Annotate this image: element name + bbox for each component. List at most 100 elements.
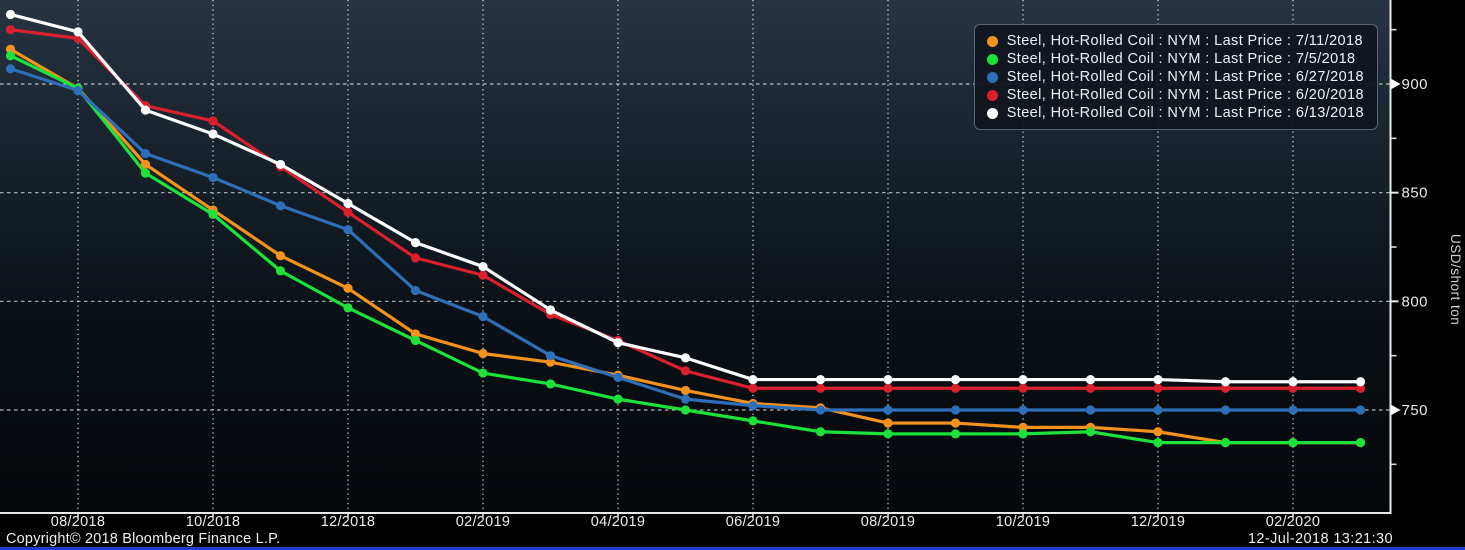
series-marker: [1085, 374, 1096, 385]
legend-item[interactable]: Steel, Hot-Rolled Coil : NYM : Last Pric…: [986, 104, 1364, 122]
series-marker: [545, 351, 556, 361]
series-marker: [208, 116, 218, 126]
series-marker: [748, 374, 758, 385]
series-marker: [343, 198, 353, 209]
series-marker: [748, 401, 758, 411]
series-marker: [1018, 429, 1028, 439]
x-tick-label: 08/2019: [860, 514, 916, 530]
series-marker: [1355, 383, 1366, 393]
x-tick-label: 02/2020: [1265, 514, 1321, 530]
series-marker: [1355, 377, 1366, 387]
series-marker: [1288, 383, 1298, 393]
y-axis-title: USD/short ton: [1448, 234, 1463, 326]
series-marker: [140, 168, 151, 178]
series-marker: [545, 379, 556, 389]
axis-arrow-marker: [1391, 79, 1401, 89]
axis-arrow-marker: [1391, 405, 1401, 415]
series-marker: [73, 27, 83, 37]
series-marker: [343, 225, 353, 235]
series-marker: [140, 148, 151, 159]
series-marker: [950, 418, 961, 428]
series-marker: [478, 368, 488, 378]
series-marker: [815, 427, 826, 437]
series-marker: [883, 418, 893, 428]
series-marker: [410, 329, 421, 339]
status-bar: Copyright© 2018 Bloomberg Finance L.P. 1…: [0, 530, 1465, 547]
copyright-text: Copyright© 2018 Bloomberg Finance L.P.: [6, 530, 281, 547]
series-marker: [343, 303, 353, 313]
series-marker: [1355, 438, 1366, 448]
legend-series-label: Steel, Hot-Rolled Coil : NYM : Last Pric…: [1006, 33, 1363, 49]
series-marker: [1220, 377, 1231, 387]
series-marker: [1220, 438, 1231, 448]
series-marker: [73, 85, 83, 96]
series-marker: [680, 366, 691, 376]
series-marker: [950, 374, 961, 385]
series-marker: [1288, 405, 1298, 415]
series-marker: [410, 253, 421, 263]
series-marker: [545, 357, 556, 367]
series-marker: [208, 209, 218, 219]
series-marker: [5, 64, 16, 74]
series-marker: [815, 374, 826, 385]
y-tick-label: 900: [1402, 76, 1429, 93]
series-marker: [1288, 377, 1298, 387]
series-marker: [613, 338, 623, 348]
series-marker: [275, 251, 286, 261]
x-tick-label: 10/2018: [185, 514, 241, 530]
x-tick-label: 02/2019: [455, 514, 511, 530]
series-marker: [680, 385, 691, 396]
series-marker: [275, 159, 286, 170]
legend-box: Steel, Hot-Rolled Coil : NYM : Last Pric…: [973, 24, 1378, 130]
legend-series-label: Steel, Hot-Rolled Coil : NYM : Last Pric…: [1006, 51, 1356, 67]
legend-item[interactable]: Steel, Hot-Rolled Coil : NYM : Last Pric…: [986, 86, 1364, 104]
x-axis-labels: 08/2018 10/2018 12/2018 02/2019 04/2019 06/20…: [0, 514, 1390, 531]
series-marker: [815, 383, 826, 393]
series-marker: [140, 105, 151, 115]
series-marker: [680, 353, 691, 363]
series-marker: [275, 266, 286, 276]
series-marker: [1153, 405, 1163, 415]
series-marker: [883, 429, 893, 439]
series-marker: [343, 283, 353, 293]
series-marker: [1220, 383, 1231, 393]
legend-series-dot-icon: [986, 53, 998, 65]
legend-series-dot-icon: [986, 71, 998, 83]
series-marker: [950, 383, 961, 393]
series-marker: [680, 405, 691, 415]
series-marker: [1018, 374, 1028, 385]
series-marker: [410, 285, 421, 296]
legend-item[interactable]: Steel, Hot-Rolled Coil : NYM : Last Pric…: [986, 50, 1364, 68]
series-marker: [1355, 405, 1366, 415]
series-marker: [478, 348, 488, 359]
legend-series-label: Steel, Hot-Rolled Coil : NYM : Last Pric…: [1006, 87, 1364, 103]
bottom-edge-strip: [0, 547, 1465, 550]
legend-series-dot-icon: [986, 107, 998, 119]
series-marker: [883, 383, 893, 393]
y-tick-label: 800: [1402, 293, 1429, 310]
series-marker: [5, 9, 16, 20]
series-marker: [883, 374, 893, 385]
series-marker: [1153, 438, 1163, 448]
x-tick-label: 10/2019: [995, 514, 1051, 530]
series-marker: [950, 429, 961, 439]
series-marker: [613, 372, 623, 382]
legend-item[interactable]: Steel, Hot-Rolled Coil : NYM : Last Pric…: [986, 68, 1364, 86]
series-marker: [748, 383, 758, 393]
series-marker: [5, 51, 16, 61]
series-marker: [1085, 427, 1096, 437]
series-marker: [1288, 438, 1298, 448]
legend-series-label: Steel, Hot-Rolled Coil : NYM : Last Pric…: [1006, 105, 1364, 121]
series-marker: [410, 238, 421, 248]
x-tick-label: 12/2019: [1130, 514, 1186, 530]
series-marker: [1153, 374, 1163, 385]
series-marker: [5, 25, 16, 35]
series-marker: [748, 416, 758, 426]
series-marker: [1085, 383, 1096, 393]
series-marker: [1153, 427, 1163, 437]
legend-item[interactable]: Steel, Hot-Rolled Coil : NYM : Last Pric…: [986, 32, 1364, 50]
series-marker: [1018, 383, 1028, 393]
x-tick-label: 08/2018: [50, 514, 106, 530]
series-marker: [1085, 405, 1096, 415]
